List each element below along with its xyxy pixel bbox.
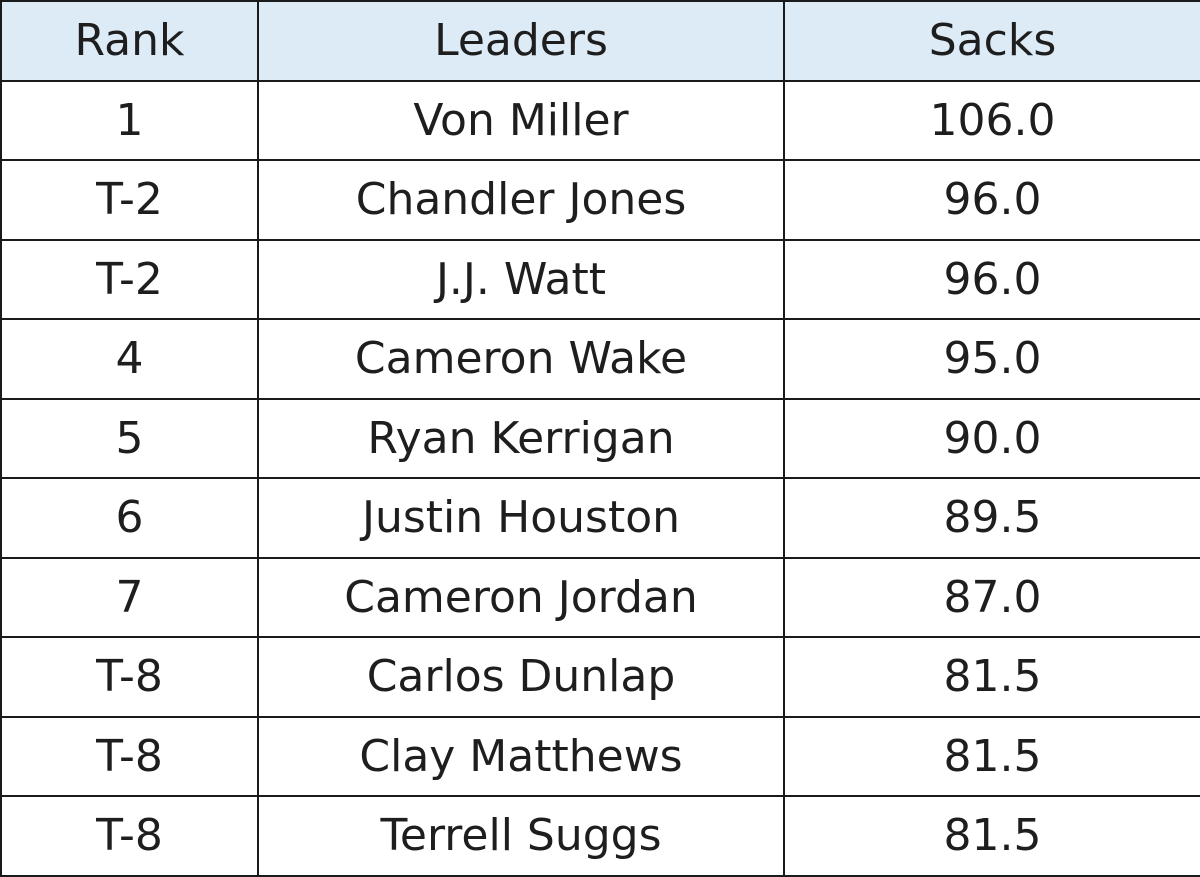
table-cell: 81.5 (783, 715, 1200, 797)
table-cell: Justin Houston (257, 477, 785, 559)
table-cell: 87.0 (783, 556, 1200, 638)
table-row: T-8 Terrell Suggs 81.5 (0, 795, 1200, 877)
table-cell: 4 (0, 318, 259, 400)
table-row: 1 Von Miller 106.0 (0, 79, 1200, 161)
table-row: T-2 Chandler Jones 96.0 (0, 159, 1200, 241)
table-cell: 81.5 (783, 795, 1200, 877)
table-cell: Carlos Dunlap (257, 636, 785, 718)
table-cell: 5 (0, 397, 259, 479)
table-row: 5 Ryan Kerrigan 90.0 (0, 397, 1200, 479)
table-row: 4 Cameron Wake 95.0 (0, 318, 1200, 400)
table-row: T-8 Clay Matthews 81.5 (0, 715, 1200, 797)
table-row: T-8 Carlos Dunlap 81.5 (0, 636, 1200, 718)
table-cell: T-8 (0, 795, 259, 877)
table-cell: Terrell Suggs (257, 795, 785, 877)
header-row: Rank Leaders Sacks (0, 0, 1200, 82)
table-cell: 6 (0, 477, 259, 559)
table-cell: T-2 (0, 159, 259, 241)
table-row: T-2 J.J. Watt 96.0 (0, 238, 1200, 320)
table-cell: 81.5 (783, 636, 1200, 718)
table-cell: T-8 (0, 636, 259, 718)
table-row: 7 Cameron Jordan 87.0 (0, 556, 1200, 638)
header-cell: Sacks (783, 0, 1200, 82)
header-cell: Rank (0, 0, 259, 82)
header-cell: Leaders (257, 0, 785, 82)
table-cell: T-2 (0, 238, 259, 320)
table-cell: 7 (0, 556, 259, 638)
table-cell: Cameron Jordan (257, 556, 785, 638)
table-cell: 96.0 (783, 159, 1200, 241)
table-cell: 1 (0, 79, 259, 161)
table-cell: 95.0 (783, 318, 1200, 400)
table-cell: 89.5 (783, 477, 1200, 559)
table-cell: Ryan Kerrigan (257, 397, 785, 479)
table-cell: J.J. Watt (257, 238, 785, 320)
table-cell: 90.0 (783, 397, 1200, 479)
table-cell: Von Miller (257, 79, 785, 161)
table-cell: 96.0 (783, 238, 1200, 320)
table-cell: 106.0 (783, 79, 1200, 161)
table-cell: T-8 (0, 715, 259, 797)
table-cell: Cameron Wake (257, 318, 785, 400)
table-row: 6 Justin Houston 89.5 (0, 477, 1200, 559)
table-cell: Chandler Jones (257, 159, 785, 241)
table-cell: Clay Matthews (257, 715, 785, 797)
